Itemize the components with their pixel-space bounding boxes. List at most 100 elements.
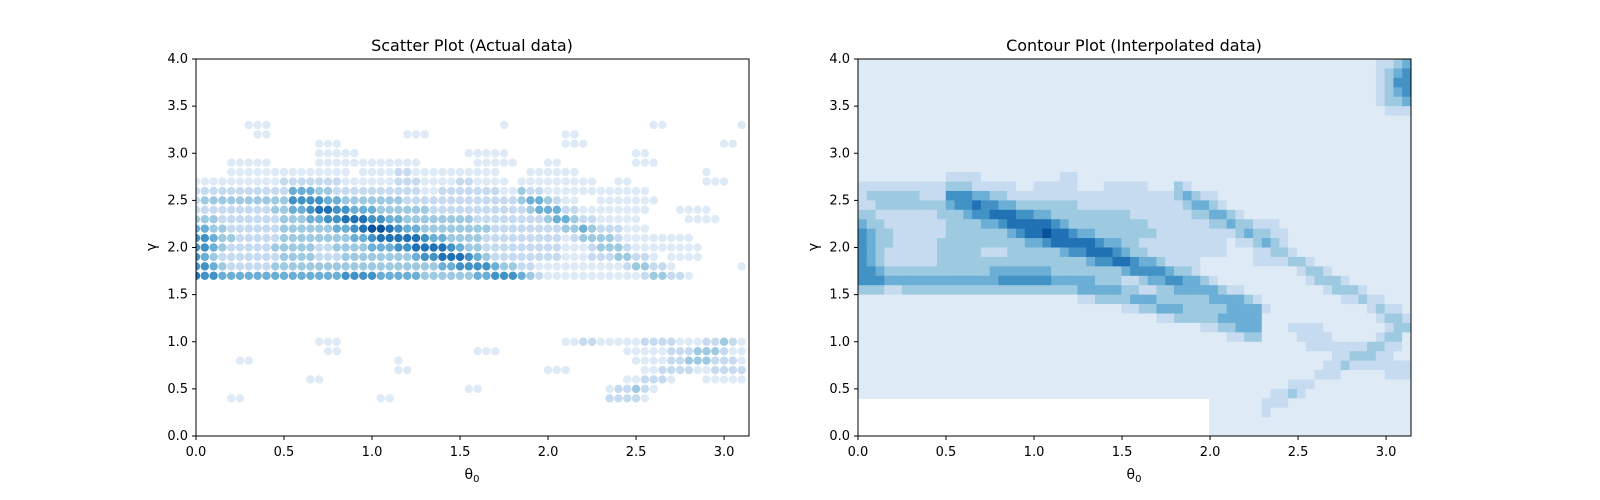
contour-cell [884, 379, 894, 390]
scatter-point [455, 252, 465, 262]
contour-cell [884, 360, 894, 371]
contour-cell [1024, 341, 1035, 352]
contour-cell [1375, 87, 1386, 98]
scatter-point [508, 271, 518, 280]
scatter-point [447, 271, 456, 280]
contour-cell [937, 134, 947, 145]
contour-cell [1174, 143, 1184, 154]
scatter-point [737, 346, 746, 356]
scatter-point [438, 233, 447, 243]
contour-cell [1016, 209, 1026, 220]
contour-cell [1086, 96, 1096, 107]
contour-cell [945, 200, 956, 211]
contour-cell [1375, 407, 1386, 418]
contour-cell [1349, 143, 1359, 154]
contour-cell [1340, 388, 1351, 399]
scatter-point [684, 365, 694, 375]
scatter-point [244, 271, 254, 280]
contour-cell [1042, 96, 1052, 107]
contour-cell [1156, 360, 1166, 371]
contour-cell [1016, 96, 1026, 107]
scatter-point [244, 233, 254, 243]
scatter-point [499, 158, 509, 167]
scatter-point [411, 252, 421, 262]
contour-cell [1384, 341, 1395, 352]
contour-cell [1358, 332, 1368, 343]
contour-cell [1358, 417, 1368, 428]
contour-cell [1007, 360, 1017, 371]
scatter-point [631, 356, 641, 365]
contour-cell [1226, 360, 1237, 371]
contour-cell [1261, 106, 1272, 117]
contour-cell [1261, 87, 1272, 98]
contour-cell [1147, 388, 1158, 399]
contour-cell [1077, 190, 1087, 201]
contour-cell [1367, 332, 1377, 343]
contour-cell [1288, 162, 1298, 173]
contour-cell [1095, 153, 1105, 164]
contour-cell [1209, 134, 1219, 145]
contour-cell [1235, 59, 1245, 70]
contour-cell [1253, 190, 1263, 201]
contour-cell [1261, 200, 1272, 211]
contour-cell [919, 228, 929, 239]
contour-cell [1121, 322, 1131, 333]
contour-cell [875, 77, 885, 88]
scatter-plot-area [196, 59, 749, 436]
contour-cell [1384, 77, 1395, 88]
scatter-point [341, 186, 350, 196]
contour-cell [945, 341, 956, 352]
scatter-point [227, 233, 236, 243]
scatter-point [464, 224, 474, 233]
scatter-point [482, 346, 491, 356]
scatter-point [403, 205, 412, 214]
scatter-point [271, 196, 280, 205]
contour-cell [1165, 379, 1175, 390]
scatter-point [315, 252, 324, 262]
contour-cell [1393, 219, 1403, 230]
scatter-point [491, 262, 500, 271]
contour-cell [875, 256, 885, 267]
contour-cell [919, 370, 929, 381]
contour-cell [1358, 341, 1368, 352]
contour-cell [1393, 322, 1403, 333]
scatter-point [702, 177, 711, 186]
scatter-point [561, 196, 570, 205]
scatter-point [297, 205, 306, 214]
scatter-point [411, 243, 421, 252]
scatter-point [711, 215, 720, 224]
contour-cell [1165, 341, 1175, 352]
scatter-point [244, 167, 254, 177]
contour-cell [1367, 124, 1377, 135]
contour-cell [1226, 247, 1237, 258]
contour-cell [1375, 238, 1386, 249]
contour-cell [1095, 351, 1105, 362]
contour-cell [1226, 87, 1237, 98]
contour-cell [1340, 200, 1351, 211]
contour-cell [972, 360, 982, 371]
contour-cell [1402, 294, 1411, 305]
scatter-point [288, 167, 298, 177]
scatter-point [596, 252, 606, 262]
contour-cell [1261, 370, 1272, 381]
scatter-point [227, 271, 236, 280]
scatter-point [350, 233, 359, 243]
contour-cell [1016, 134, 1026, 145]
contour-cell [1147, 266, 1158, 277]
contour-cell [1147, 181, 1158, 192]
contour-cell [1112, 106, 1122, 117]
contour-cell [1367, 407, 1377, 418]
scatter-point [570, 252, 579, 262]
contour-cell [1279, 360, 1289, 371]
scatter-point [447, 167, 456, 177]
scatter-point [227, 177, 236, 186]
contour-cell [1349, 219, 1359, 230]
contour-cell [1384, 379, 1395, 390]
contour-cell [1402, 181, 1411, 192]
contour-cell [1375, 77, 1386, 88]
contour-cell [1165, 96, 1175, 107]
contour-cell [1182, 143, 1193, 154]
contour-cell [1077, 153, 1087, 164]
contour-cell [893, 351, 903, 362]
contour-cell [1103, 200, 1114, 211]
